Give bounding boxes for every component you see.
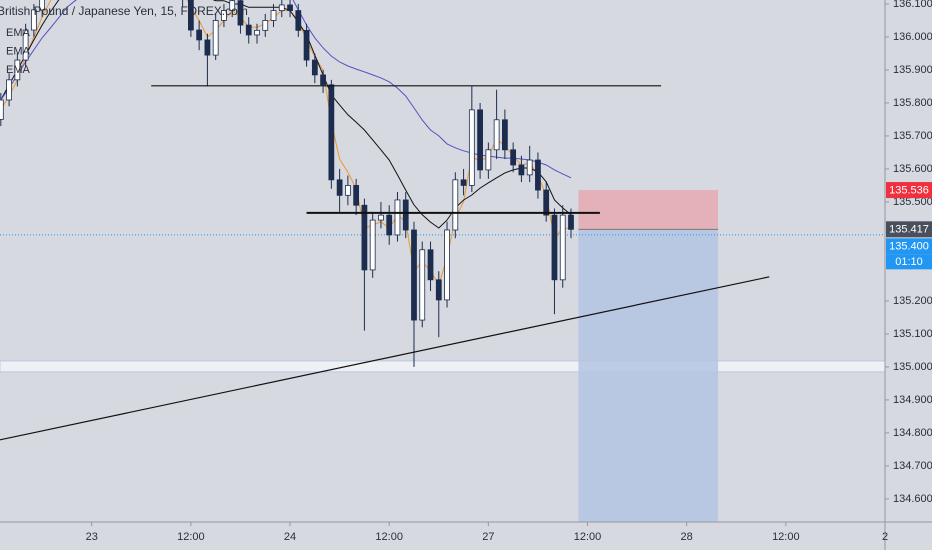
candle-body: [468, 109, 475, 186]
candle-body: [427, 249, 434, 281]
y-tick-label: 135.500: [893, 196, 932, 208]
target-zone: [578, 229, 719, 522]
price-line-tag-label: 135.400: [889, 241, 929, 253]
candle-body: [328, 84, 335, 181]
candle-body: [402, 199, 409, 231]
candle-body: [311, 59, 318, 76]
stop-zone: [578, 190, 719, 230]
candle-body: [6, 79, 12, 101]
candle-body: [559, 214, 566, 281]
candle-body: [204, 39, 211, 56]
candle-body: [262, 20, 269, 31]
candle-body: [444, 229, 450, 301]
y-tick-label: 135.000: [893, 361, 932, 373]
candle-body: [551, 214, 558, 281]
candle-body: [254, 29, 260, 36]
candle-body: [212, 20, 219, 56]
candle-body: [435, 279, 442, 301]
x-tick-label: 2: [882, 531, 888, 543]
candle-body: [22, 29, 29, 61]
x-tick-label: 23: [86, 531, 98, 543]
ema-line: [0, 0, 572, 229]
candle-body: [361, 204, 368, 271]
candle-body: [477, 109, 483, 171]
candle-body: [419, 249, 426, 321]
candle-body: [278, 4, 285, 11]
y-tick-label: 135.700: [893, 130, 932, 142]
x-tick-label: 27: [482, 531, 494, 543]
candle-body: [196, 29, 203, 41]
candle-body: [460, 179, 467, 186]
plot-area: [0, 0, 885, 522]
candle-body: [518, 164, 525, 176]
legend-entry: EMA: [6, 27, 31, 39]
candle-body: [14, 59, 21, 81]
y-tick-label: 134.800: [893, 427, 932, 439]
candle-body: [229, 0, 236, 11]
candle-body: [353, 185, 360, 206]
candle-body: [336, 179, 343, 196]
stop-tag: [886, 182, 932, 199]
candle-body: [221, 10, 227, 21]
x-tick-label: 28: [681, 531, 693, 543]
y-tick-label: 134.700: [893, 460, 932, 472]
ema-line: [0, 0, 571, 286]
candle-body: [31, 9, 37, 31]
candle-body: [237, 0, 244, 26]
candle-body: [386, 214, 393, 236]
candle-body: [295, 10, 302, 31]
y-tick-label: 136.000: [893, 31, 932, 43]
candle-body: [543, 189, 550, 216]
last-price-tag-label: 135.417: [889, 224, 929, 236]
ema-line: [0, 0, 572, 179]
candle-body: [568, 214, 574, 230]
y-tick-label: 134.600: [893, 493, 932, 505]
x-tick-label: 12:00: [375, 531, 403, 543]
candle-body: [287, 4, 293, 11]
candle-body: [320, 74, 326, 86]
countdown: 01:10: [895, 256, 923, 268]
legend-entry: EMA: [6, 45, 31, 57]
y-tick-label: 135.900: [893, 64, 932, 76]
x-tick-label: 12:00: [177, 531, 205, 543]
candle-body: [502, 119, 508, 151]
candle-body: [378, 214, 384, 221]
candle-body: [369, 219, 376, 271]
candle-body: [303, 29, 310, 61]
stop-tag-label: 135.536: [889, 184, 929, 196]
candle-body: [0, 99, 4, 120]
price-line-tag: [886, 238, 932, 255]
x-tick-label: 24: [284, 531, 296, 543]
candle-body: [394, 199, 401, 236]
candle-body: [452, 179, 459, 231]
y-tick-label: 135.600: [893, 163, 932, 175]
chart-title: British Pound / Japanese Yen, 15, FOREX.…: [0, 4, 248, 18]
x-tick-label: 12:00: [574, 531, 602, 543]
candle-body: [493, 119, 500, 151]
legend-entry: EMA: [6, 64, 31, 76]
candle-body: [485, 149, 492, 171]
y-tick-label: 136.100: [893, 0, 932, 10]
y-tick-label: 135.100: [893, 328, 932, 340]
candle-body: [510, 149, 517, 166]
candle-body: [270, 10, 277, 21]
y-tick-label: 135.200: [893, 295, 932, 307]
candle-body: [411, 229, 417, 321]
trend-line: [0, 276, 770, 441]
countdown-tag: [886, 254, 932, 270]
support-zone: [0, 360, 885, 373]
last-price-tag: [886, 221, 932, 238]
candle-body: [188, 0, 194, 31]
y-tick-label: 135.800: [893, 97, 932, 109]
candle-body: [245, 24, 252, 36]
candle-body: [535, 159, 541, 191]
candle-body: [39, 0, 46, 11]
candle-body: [345, 185, 351, 196]
y-tick-label: 134.900: [893, 394, 932, 406]
x-tick-label: 12:00: [772, 531, 800, 543]
candle-body: [526, 159, 533, 176]
